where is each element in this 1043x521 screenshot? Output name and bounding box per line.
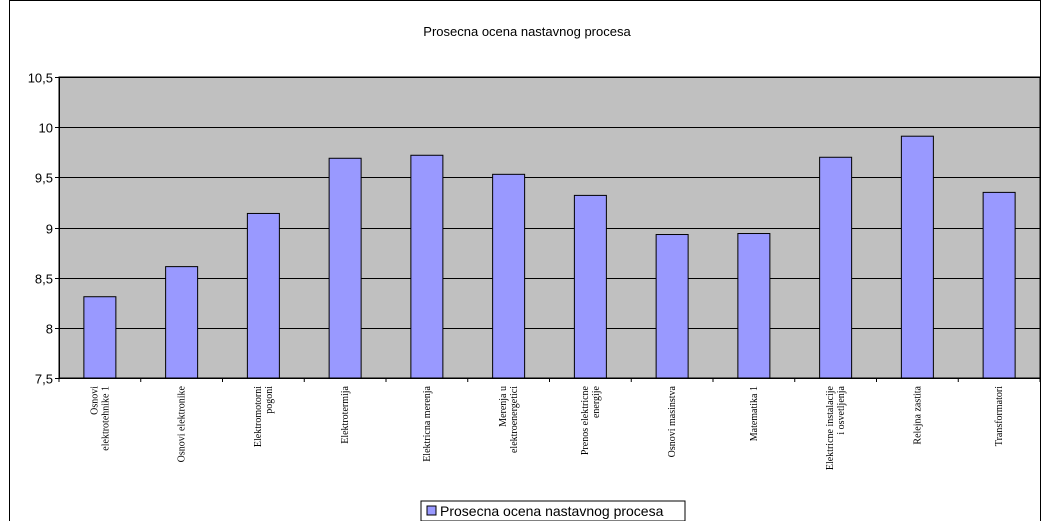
x-tick-label: Osnovi masinstva	[667, 385, 678, 457]
x-tick-label-line: Osnovi	[89, 386, 100, 415]
x-tick-label: Elektrotermija	[340, 385, 351, 443]
bar	[410, 154, 444, 379]
x-tick-label: Osnovi elektrotehnike 1	[89, 386, 111, 451]
y-tick-label: 10,5	[28, 71, 53, 86]
bar	[737, 233, 771, 379]
x-tick-label-line: Relejna zastita	[912, 385, 923, 444]
x-tick-label-line: Prenos elektricne	[580, 385, 591, 455]
x-tick-label-line: pogoni	[264, 386, 275, 414]
x-tick-label: Merenja u elektroenergetici	[498, 386, 520, 453]
bar	[573, 194, 607, 379]
legend-box	[420, 500, 686, 521]
x-tick-label-line: Elektricne instalacije	[825, 385, 836, 470]
x-tick-label: Elektricna merenja	[422, 385, 433, 461]
x-tick-label-line: Osnovi elektronike	[177, 385, 188, 462]
x-tick-label: Relejna zastita	[912, 385, 923, 444]
x-tick-label-line: elektroenergetici	[509, 386, 520, 453]
bar	[328, 157, 362, 379]
y-axis: 10,5 10 9,5 9 8,5 8 7,5	[28, 71, 60, 387]
x-tick-label-line: energije	[591, 385, 602, 418]
bars	[83, 135, 1016, 379]
x-axis-labels: Osnovi elektrotehnike 1 Osnovi elektronike…	[58, 378, 1041, 470]
plot-area	[58, 76, 1041, 379]
bar	[900, 135, 934, 379]
y-tick-label: 8	[46, 322, 53, 337]
x-tick-label: Prenos elektricne energije	[580, 385, 602, 455]
x-tick-label: Elektromotorni pogoni	[253, 386, 275, 447]
x-tick-label: Matematika 1	[749, 386, 760, 441]
x-tick-label-line: Transformatori	[994, 386, 1005, 446]
bar	[492, 173, 526, 379]
x-tick-label-line: Osnovi masinstva	[667, 385, 678, 457]
bar	[982, 191, 1016, 379]
x-tick-label: Transformatori	[994, 386, 1005, 446]
x-tick-label-line: Elektricna merenja	[422, 385, 433, 461]
plot-background	[58, 76, 1041, 379]
x-tick-label: Elektricne instalacije i osvetljenja	[825, 385, 847, 470]
legend-label: Prosecna ocena nastavnog procesa	[440, 503, 664, 519]
x-tick-label: Osnovi elektronike	[177, 385, 188, 462]
x-tick-label-line: Matematika 1	[749, 386, 760, 441]
legend: Prosecna ocena nastavnog procesa	[420, 500, 686, 521]
y-tick-label: 7,5	[35, 372, 53, 387]
bar	[819, 156, 853, 379]
bar	[655, 234, 689, 379]
x-tick-label-line: elektrotehnike 1	[100, 386, 111, 451]
y-tick-label: 10	[39, 121, 53, 136]
x-tick-label-line: Elektromotorni	[253, 386, 264, 447]
bar	[246, 212, 280, 379]
x-tick-label-line: Merenja u	[498, 386, 509, 427]
x-tick-label-line: Elektrotermija	[340, 385, 351, 443]
bar	[165, 266, 199, 379]
x-tick-label-line: i osvetljenja	[836, 385, 847, 434]
bar	[83, 296, 117, 379]
legend-swatch	[426, 505, 437, 516]
y-tick-label: 9	[46, 222, 53, 237]
chart-title: Prosecna ocena nastavnog procesa	[423, 24, 631, 39]
y-tick-label: 9,5	[35, 171, 53, 186]
y-tick-label: 8,5	[35, 272, 53, 287]
